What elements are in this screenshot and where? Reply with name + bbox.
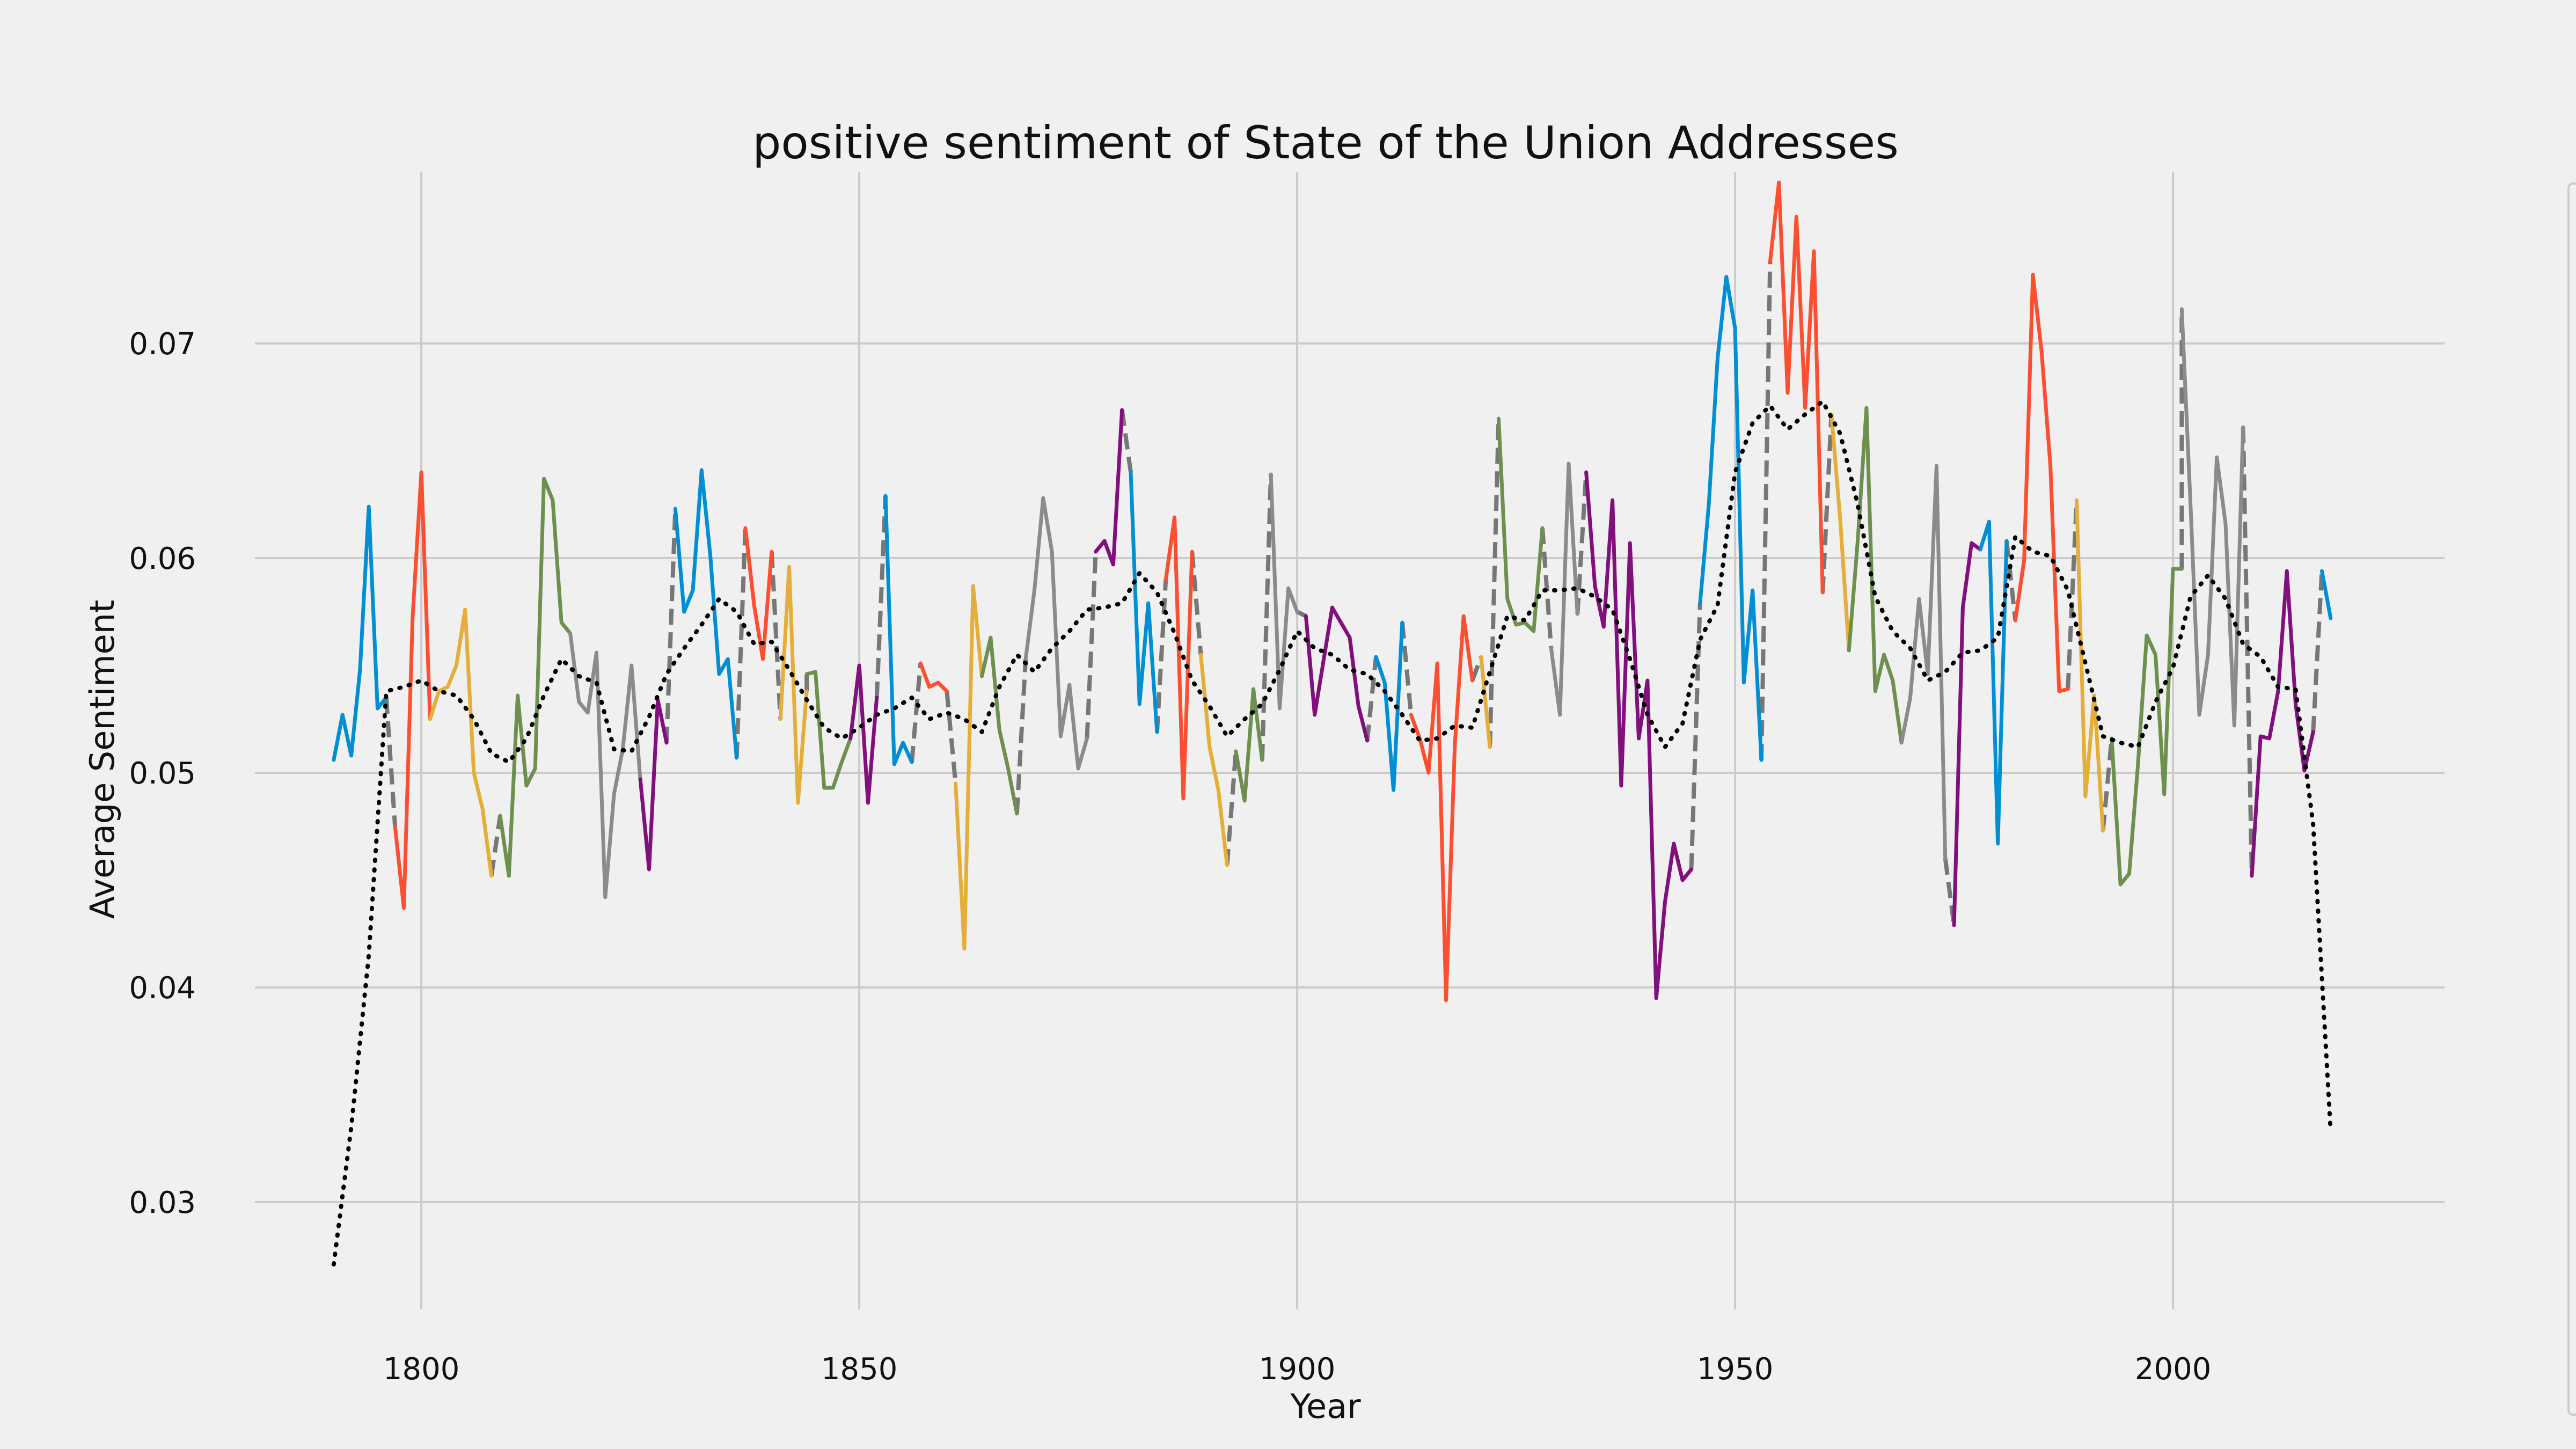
- series-line: [1304, 605, 1370, 743]
- transition-line: [945, 691, 958, 784]
- series-line: [804, 670, 853, 790]
- chart-title: positive sentiment of State of the Union…: [752, 116, 1899, 169]
- x-tick-label: 2000: [2135, 1352, 2212, 1387]
- x-tick-label: 1850: [821, 1352, 898, 1387]
- y-tick-label: 0.05: [129, 756, 196, 791]
- transition-line: [2311, 570, 2324, 733]
- y-axis-label: Average Sentiment: [83, 600, 122, 919]
- x-tick-label: 1900: [1259, 1352, 1336, 1387]
- x-axis-label: Year: [1290, 1387, 1361, 1426]
- transition-line: [1225, 751, 1238, 866]
- series-line: [1584, 470, 1693, 1000]
- x-tick-label: 1800: [383, 1352, 460, 1387]
- series-line: [1899, 464, 1948, 861]
- series-line: [1768, 180, 1825, 595]
- x-tick-label: 1950: [1697, 1352, 1774, 1387]
- series-line: [1479, 655, 1492, 749]
- series-line: [1129, 470, 1159, 734]
- series-line: [2013, 273, 2070, 693]
- legend-box: [2567, 182, 2576, 1416]
- transition-line: [1759, 261, 1773, 760]
- series-line: [638, 698, 669, 872]
- transition-line: [1365, 656, 1378, 741]
- series-line: [1847, 406, 1904, 745]
- transition-line: [910, 663, 923, 763]
- transition-line: [1014, 658, 1028, 814]
- series-line: [1023, 496, 1089, 771]
- series-line: [1829, 412, 1851, 653]
- transition-line: [1540, 528, 1554, 649]
- series-line: [1163, 515, 1194, 801]
- rolling-average-line: [331, 399, 2333, 1267]
- series-line: [2320, 569, 2333, 620]
- series-line: [393, 470, 432, 910]
- transition-line: [734, 528, 748, 758]
- transition-line: [1820, 414, 1834, 593]
- series-line: [2110, 567, 2184, 887]
- tick-labels: 1800 1850 1900 1950 2000 0.03 0.04 0.05 0.06 0.07: [129, 327, 2211, 1387]
- transition-line: [874, 495, 888, 698]
- series-line: [1496, 416, 1545, 633]
- transition-line: [489, 815, 502, 876]
- series-line: [1199, 653, 1230, 867]
- series-line: [428, 608, 494, 878]
- series-line: [1698, 275, 1763, 762]
- transition-line: [2066, 500, 2079, 690]
- series-line: [498, 477, 573, 878]
- grid-lines: [255, 172, 2445, 1309]
- y-tick-label: 0.07: [129, 327, 196, 362]
- series-line: [568, 631, 642, 899]
- series-line: [332, 504, 389, 762]
- transition-line: [2241, 427, 2254, 876]
- series-line: [2250, 569, 2315, 878]
- y-tick-label: 0.03: [129, 1185, 196, 1220]
- series-line: [954, 584, 984, 951]
- transition-line: [1470, 656, 1483, 682]
- series-line: [848, 663, 879, 805]
- series-line: [883, 494, 914, 766]
- series-line: [1952, 541, 1982, 927]
- transition-line: [1190, 551, 1203, 655]
- series-line: [1978, 519, 2009, 846]
- transition-line: [769, 551, 783, 720]
- transition-line: [1689, 603, 1702, 870]
- transition-line: [1488, 418, 1501, 748]
- transition-line: [1260, 474, 1274, 760]
- series-line: [2179, 307, 2245, 728]
- series-line: [918, 661, 949, 693]
- transition-line: [384, 697, 398, 827]
- series-lines: [332, 180, 2333, 1002]
- transition-line: [1154, 579, 1168, 733]
- series-line: [2075, 498, 2105, 833]
- transition-line: [1575, 472, 1589, 614]
- y-tick-label: 0.04: [129, 971, 196, 1006]
- transition-line: [1085, 551, 1098, 739]
- transition-line: [2101, 738, 2114, 831]
- transition-line: [1119, 409, 1133, 473]
- series-line: [1269, 472, 1299, 711]
- transition-line: [664, 508, 678, 743]
- series-line: [1234, 687, 1264, 803]
- series-line: [778, 565, 809, 805]
- transition-line: [1400, 622, 1414, 715]
- series-line: [673, 468, 739, 760]
- series-line: [1094, 408, 1124, 567]
- rolling-average-path: [331, 399, 2333, 1267]
- series-line: [1409, 614, 1474, 1002]
- series-line: [743, 526, 774, 661]
- y-tick-label: 0.06: [129, 541, 196, 576]
- series-line: [980, 635, 1019, 816]
